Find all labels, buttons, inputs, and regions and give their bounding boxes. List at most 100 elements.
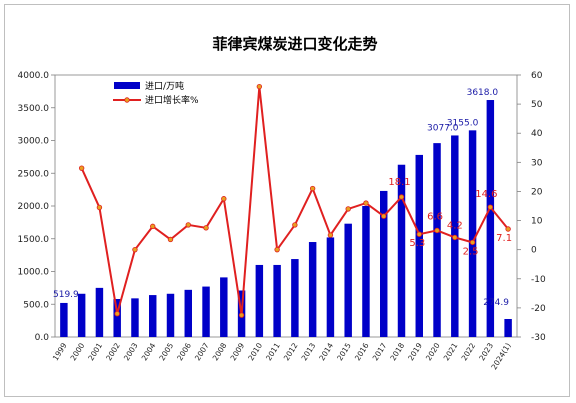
bar — [131, 298, 139, 337]
x-tick-label: 2014 — [317, 341, 335, 362]
x-tick-label: 2001 — [86, 341, 104, 362]
x-tick-label: 2009 — [229, 341, 247, 362]
y-right-tick-label: 20 — [531, 187, 543, 197]
x-tick-label: 2004 — [140, 341, 158, 362]
y-right-tick-label: -10 — [531, 275, 546, 285]
bar-data-label: 274.9 — [483, 298, 509, 308]
bar — [166, 293, 175, 337]
x-tick-label: 2007 — [193, 341, 211, 362]
bar — [60, 302, 68, 337]
y-left-tick-label: 0.0 — [35, 333, 50, 343]
line-point — [150, 223, 156, 230]
line-point — [203, 225, 209, 231]
line-data-label: 4.2 — [447, 220, 463, 231]
y-left-tick-label: 2500.0 — [18, 169, 50, 179]
x-tick-label: 2010 — [246, 341, 264, 362]
y-left-tick-label: 3500.0 — [18, 104, 50, 114]
line-point — [274, 246, 280, 253]
x-tick-label: 2002 — [104, 341, 122, 362]
line-point — [292, 222, 298, 228]
legend-bar-label: 进口/万吨 — [145, 80, 184, 92]
line-point — [238, 312, 245, 318]
line-point — [78, 165, 85, 171]
bar — [433, 143, 441, 337]
x-tick-label: 2021 — [442, 341, 460, 362]
x-tick-label: 2013 — [300, 341, 318, 362]
y-left-tick-label: 2000.0 — [18, 202, 50, 212]
line-point — [505, 226, 511, 232]
x-tick-label: 2008 — [211, 341, 229, 362]
line-point — [114, 311, 120, 317]
bar-data-label: 3077.0 — [427, 123, 459, 133]
bar — [504, 318, 512, 337]
bar — [379, 190, 388, 337]
x-tick-label: 2015 — [335, 341, 353, 362]
x-tick-label: 1999 — [51, 341, 69, 362]
bar — [486, 100, 495, 338]
y-right-tick-label: -20 — [531, 304, 546, 314]
x-tick-label: 2000 — [69, 341, 87, 362]
x-tick-label: 2020 — [424, 341, 442, 362]
x-tick-label: 2023 — [477, 341, 495, 362]
bar — [273, 264, 281, 337]
line-data-label: 2.5 — [463, 246, 479, 257]
bar-data-label: 519.9 — [53, 290, 79, 300]
bar — [468, 130, 477, 337]
legend-bar-swatch — [114, 82, 140, 89]
line-point — [96, 204, 103, 211]
plot-area: 0.0 500.0 1000.0 1500.0 2000.0 2500.0 3000.0 35… — [18, 71, 546, 371]
bar — [291, 259, 299, 337]
legend-line-marker — [124, 97, 130, 103]
line-point — [132, 246, 138, 253]
bar — [220, 277, 228, 337]
bar — [308, 242, 317, 337]
line-point — [256, 83, 263, 90]
y-right-tick-label: 40 — [531, 129, 543, 139]
bar — [255, 264, 264, 337]
bar — [113, 299, 121, 337]
y-left-tick-label: 3000.0 — [18, 137, 50, 147]
y-left-tick-label: 1500.0 — [18, 235, 50, 245]
line-point — [327, 232, 334, 238]
y-right-tick-label: 10 — [531, 217, 543, 227]
line-point — [167, 236, 174, 243]
line-point — [452, 234, 458, 241]
line-data-label: 6.6 — [427, 211, 443, 222]
line-point — [487, 204, 494, 210]
x-tick-label: 2011 — [264, 341, 282, 362]
bar — [202, 286, 210, 337]
x-tick-label: 2003 — [122, 341, 140, 362]
line-point — [345, 206, 351, 212]
line-data-label: 18.1 — [388, 177, 410, 188]
bar-data-label: 3618.0 — [467, 88, 499, 98]
y-left-tick-label: 500.0 — [23, 300, 49, 310]
line-point — [434, 227, 440, 234]
line-point — [381, 213, 387, 219]
bar — [326, 237, 335, 337]
line-point — [363, 200, 369, 206]
legend-line-label: 进口增长率% — [145, 94, 199, 106]
bar — [362, 206, 370, 337]
x-tick-label: 2006 — [175, 341, 193, 362]
x-tick-label: 2018 — [388, 341, 406, 362]
bar — [95, 287, 104, 337]
line-data-label: 14.6 — [475, 189, 497, 200]
y-right-tick-label: 50 — [531, 100, 543, 110]
bar-data-label: 3155.0 — [447, 118, 479, 128]
line-point — [469, 239, 476, 246]
line-point — [185, 222, 191, 228]
y-right-tick-label: 60 — [531, 71, 543, 81]
plot-border — [54, 74, 518, 338]
x-tick-label: 2019 — [406, 341, 424, 362]
y-left-tick-label: 4000.0 — [18, 71, 50, 81]
chart-title: 菲律宾煤炭进口变化走势 — [212, 35, 377, 53]
y-right-tick-label: -30 — [531, 333, 546, 343]
bar — [344, 223, 352, 337]
bar — [415, 154, 424, 337]
bar — [77, 293, 86, 337]
y-right-tick-label: 0 — [531, 246, 537, 256]
x-tick-label: 2017 — [371, 341, 389, 362]
bar — [184, 289, 193, 337]
x-tick-label: 2012 — [282, 341, 300, 362]
